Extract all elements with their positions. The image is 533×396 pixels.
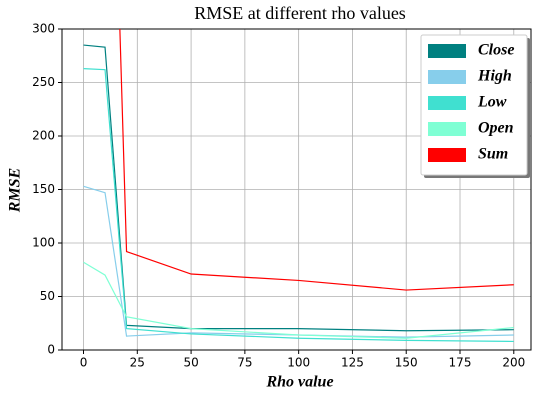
legend-label: Close [478, 42, 514, 59]
chart-title: RMSE at different rho values [194, 3, 406, 23]
legend-swatch [428, 70, 466, 84]
legend-label: Low [477, 94, 507, 111]
y-axis-label: RMSE [7, 168, 24, 213]
line-series [83, 67, 514, 343]
plot-area [83, 29, 514, 343]
legend-swatch [428, 44, 466, 58]
x-tick-label: 200 [502, 356, 525, 370]
plot-frame [61, 28, 532, 351]
line-series [83, 261, 514, 339]
line-series [83, 185, 514, 338]
legend-label: High [477, 68, 512, 85]
y-tick-label: 200 [32, 129, 55, 143]
x-tick-label: 75 [237, 356, 252, 370]
x-tick-label: 150 [395, 356, 418, 370]
legend-swatch [428, 122, 466, 136]
y-tick-label: 50 [40, 289, 55, 303]
x-tick-label: 25 [130, 356, 145, 370]
x-tick-label: 175 [449, 356, 472, 370]
legend-label: Sum [478, 146, 508, 163]
y-tick-label: 250 [32, 75, 55, 89]
y-tick-label: 150 [32, 182, 55, 196]
legend-swatch [428, 96, 466, 110]
line-series [119, 29, 514, 291]
x-tick-label: 0 [80, 356, 88, 370]
x-tick-label: 50 [183, 356, 198, 370]
y-tick-label: 100 [32, 236, 55, 250]
y-tick-label: 0 [47, 343, 55, 357]
legend-label: Open [478, 120, 514, 137]
y-tick-label: 300 [32, 22, 55, 36]
legend-swatch [428, 148, 466, 162]
x-tick-label: 100 [287, 356, 310, 370]
x-tick-label: 125 [341, 356, 364, 370]
x-axis-label: Rho value [265, 374, 333, 391]
